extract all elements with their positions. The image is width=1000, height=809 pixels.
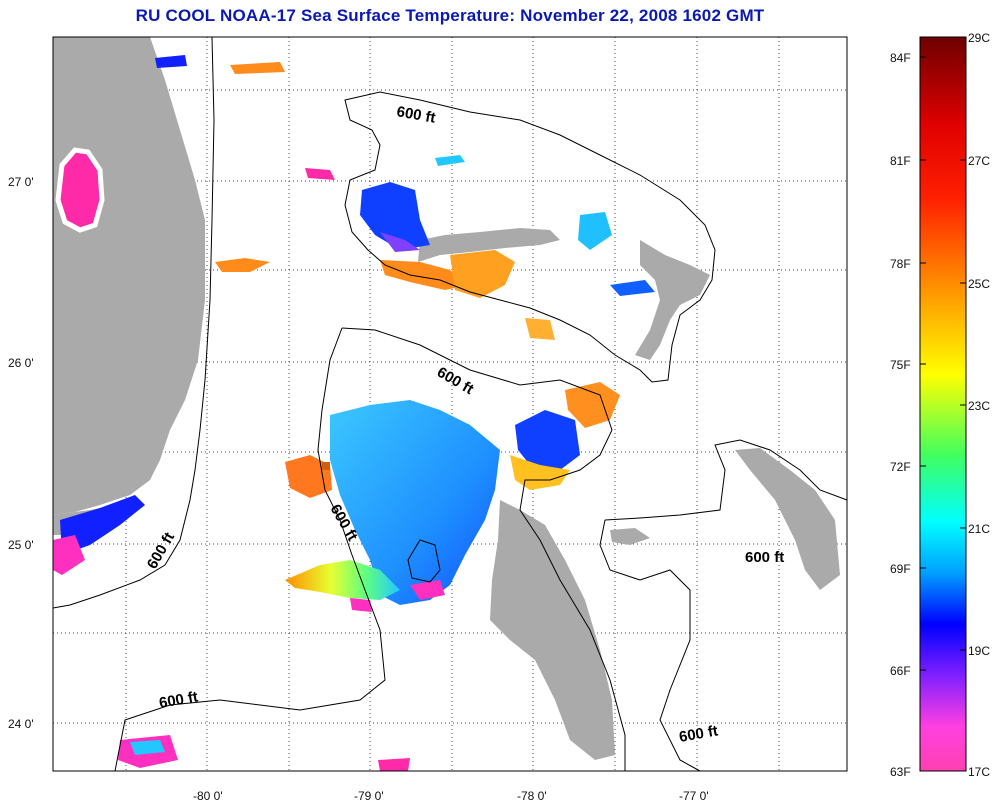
- lon-label: -80 0': [193, 789, 223, 803]
- small-island: [610, 528, 650, 545]
- eleuthera-land: [735, 448, 840, 590]
- colorbar-c-label: 19C: [968, 644, 990, 658]
- colorbar-f-label: 75F: [890, 358, 911, 372]
- sst-data: [53, 55, 655, 771]
- contour-label: 600 ft: [678, 722, 720, 746]
- contour-label: 600 ft: [745, 549, 784, 566]
- colorbar-c-label: 29C: [968, 31, 990, 45]
- map-frame: [52, 36, 848, 772]
- colorbar-c-label: 25C: [968, 277, 990, 291]
- lat-label: 27 0': [8, 175, 34, 189]
- contour-label: 600 ft: [158, 688, 200, 712]
- abaco-land: [635, 240, 710, 360]
- map-title: RU COOL NOAA-17 Sea Surface Temperature:…: [135, 6, 765, 25]
- lon-label: -77 0': [679, 789, 709, 803]
- bathymetry-contours: [52, 36, 848, 772]
- lat-label: 26 0': [8, 356, 34, 370]
- contour-label: 600 ft: [395, 103, 437, 127]
- colorbar-f-label: 78F: [890, 257, 911, 271]
- colorbar-f-label: 69F: [890, 562, 911, 576]
- grand-bahama-land: [418, 228, 560, 262]
- colorbar-f-label: 66F: [890, 664, 911, 678]
- colorbar-f-label: 72F: [890, 460, 911, 474]
- andros-land: [490, 500, 615, 760]
- colorbar-c-label: 27C: [968, 154, 990, 168]
- lat-label: 25 0': [8, 538, 34, 552]
- colorbar-ticks: [920, 56, 966, 671]
- colorbar-f-label: 63F: [890, 765, 911, 779]
- colorbar-f-label: 84F: [890, 51, 911, 65]
- colorbar-f-label: 81F: [890, 154, 911, 168]
- lon-label: -78 0': [517, 789, 547, 803]
- lake-okeechobee: [55, 147, 105, 233]
- colorbar-c-label: 21C: [968, 522, 990, 536]
- colorbar-c-label: 23C: [968, 399, 990, 413]
- lon-label: -79 0': [354, 789, 384, 803]
- colorbar: [919, 36, 967, 772]
- lat-label: 24 0': [8, 717, 34, 731]
- colorbar-c-label: 17C: [968, 765, 990, 779]
